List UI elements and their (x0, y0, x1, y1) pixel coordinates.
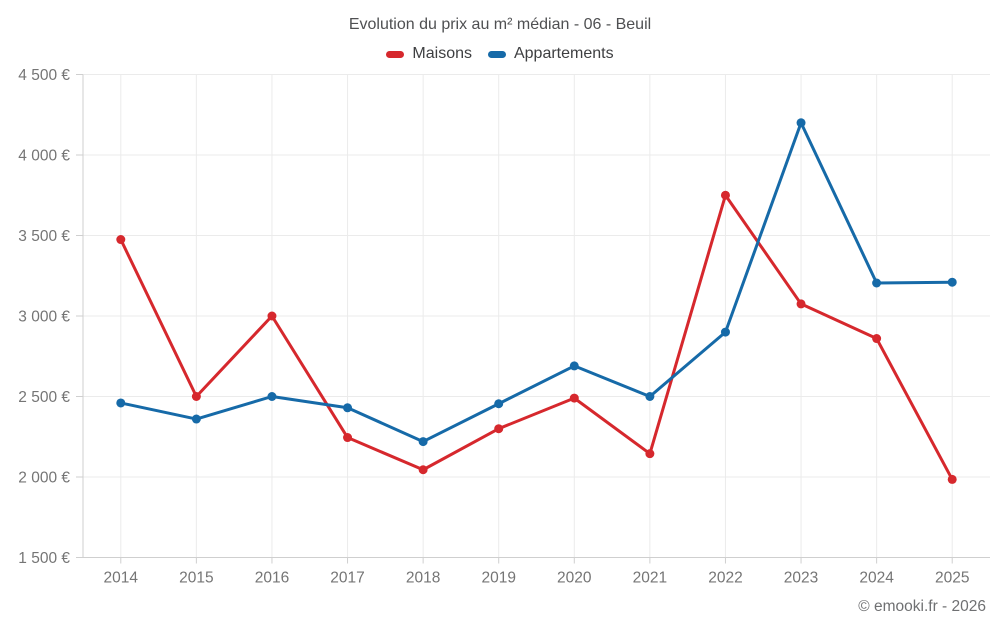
data-point-maisons-2020[interactable] (569, 393, 579, 403)
x-axis-label: 2014 (104, 570, 139, 587)
y-axis-label: 2 000 € (18, 470, 70, 487)
y-axis-label: 3 500 € (18, 228, 70, 245)
x-axis-label: 2022 (708, 570, 742, 587)
data-point-appartements-2022[interactable] (720, 327, 730, 337)
x-axis-label: 2016 (255, 570, 289, 587)
data-point-maisons-2023[interactable] (796, 299, 806, 309)
data-point-appartements-2018[interactable] (418, 437, 428, 447)
data-point-maisons-2016[interactable] (267, 311, 277, 321)
data-point-appartements-2016[interactable] (267, 392, 277, 401)
data-point-appartements-2024[interactable] (872, 278, 882, 288)
x-axis-label: 2023 (784, 570, 818, 587)
data-point-maisons-2024[interactable] (872, 334, 882, 344)
x-axis-label: 2018 (406, 570, 440, 587)
x-axis-label: 2025 (935, 570, 969, 587)
data-point-maisons-2018[interactable] (418, 465, 428, 475)
data-point-appartements-2020[interactable] (569, 361, 579, 371)
legend-label-appartements: Appartements (513, 45, 614, 62)
y-axis-label: 2 500 € (18, 389, 70, 406)
x-axis-label: 2021 (633, 570, 667, 587)
data-point-maisons-2025[interactable] (947, 474, 957, 484)
x-axis-label: 2015 (179, 570, 213, 587)
data-point-maisons-2021[interactable] (645, 449, 655, 459)
appartements-series-swatch (487, 50, 506, 58)
data-point-maisons-2022[interactable] (720, 190, 730, 200)
y-axis-label: 4 000 € (18, 148, 70, 165)
data-point-appartements-2021[interactable] (645, 392, 655, 401)
data-point-maisons-2015[interactable] (191, 392, 201, 401)
x-axis-label: 2017 (330, 570, 364, 587)
chart-legend: Maisons Appartements (0, 45, 1000, 63)
maisons-series-swatch (386, 50, 405, 58)
credits-link[interactable]: © emooki.fr - 2026 (858, 598, 986, 615)
data-point-appartements-2015[interactable] (191, 414, 201, 424)
y-axis-label: 1 500 € (18, 550, 70, 567)
legend-item-maisons[interactable]: Maisons (386, 45, 472, 63)
data-point-maisons-2017[interactable] (343, 433, 353, 443)
data-point-maisons-2019[interactable] (494, 424, 504, 434)
data-point-appartements-2023[interactable] (796, 118, 806, 128)
data-point-appartements-2017[interactable] (343, 403, 353, 413)
x-axis-label: 2020 (557, 570, 592, 587)
legend-label-maisons: Maisons (412, 45, 472, 62)
data-point-appartements-2014[interactable] (116, 398, 126, 408)
chart-title: Evolution du prix au m² médian - 06 - Be… (348, 16, 652, 33)
data-point-appartements-2019[interactable] (494, 399, 504, 409)
series-line-maisons (119, 193, 954, 481)
series-line-appartements (119, 121, 954, 444)
y-axis-label: 3 000 € (18, 309, 70, 326)
y-axis-label: 4 500 € (18, 67, 70, 84)
legend-item-appartements[interactable]: Appartements (487, 45, 614, 63)
data-point-maisons-2014[interactable] (116, 235, 126, 245)
data-point-appartements-2025[interactable] (947, 277, 957, 287)
x-axis-label: 2019 (481, 570, 515, 587)
x-axis-label: 2024 (859, 570, 894, 587)
